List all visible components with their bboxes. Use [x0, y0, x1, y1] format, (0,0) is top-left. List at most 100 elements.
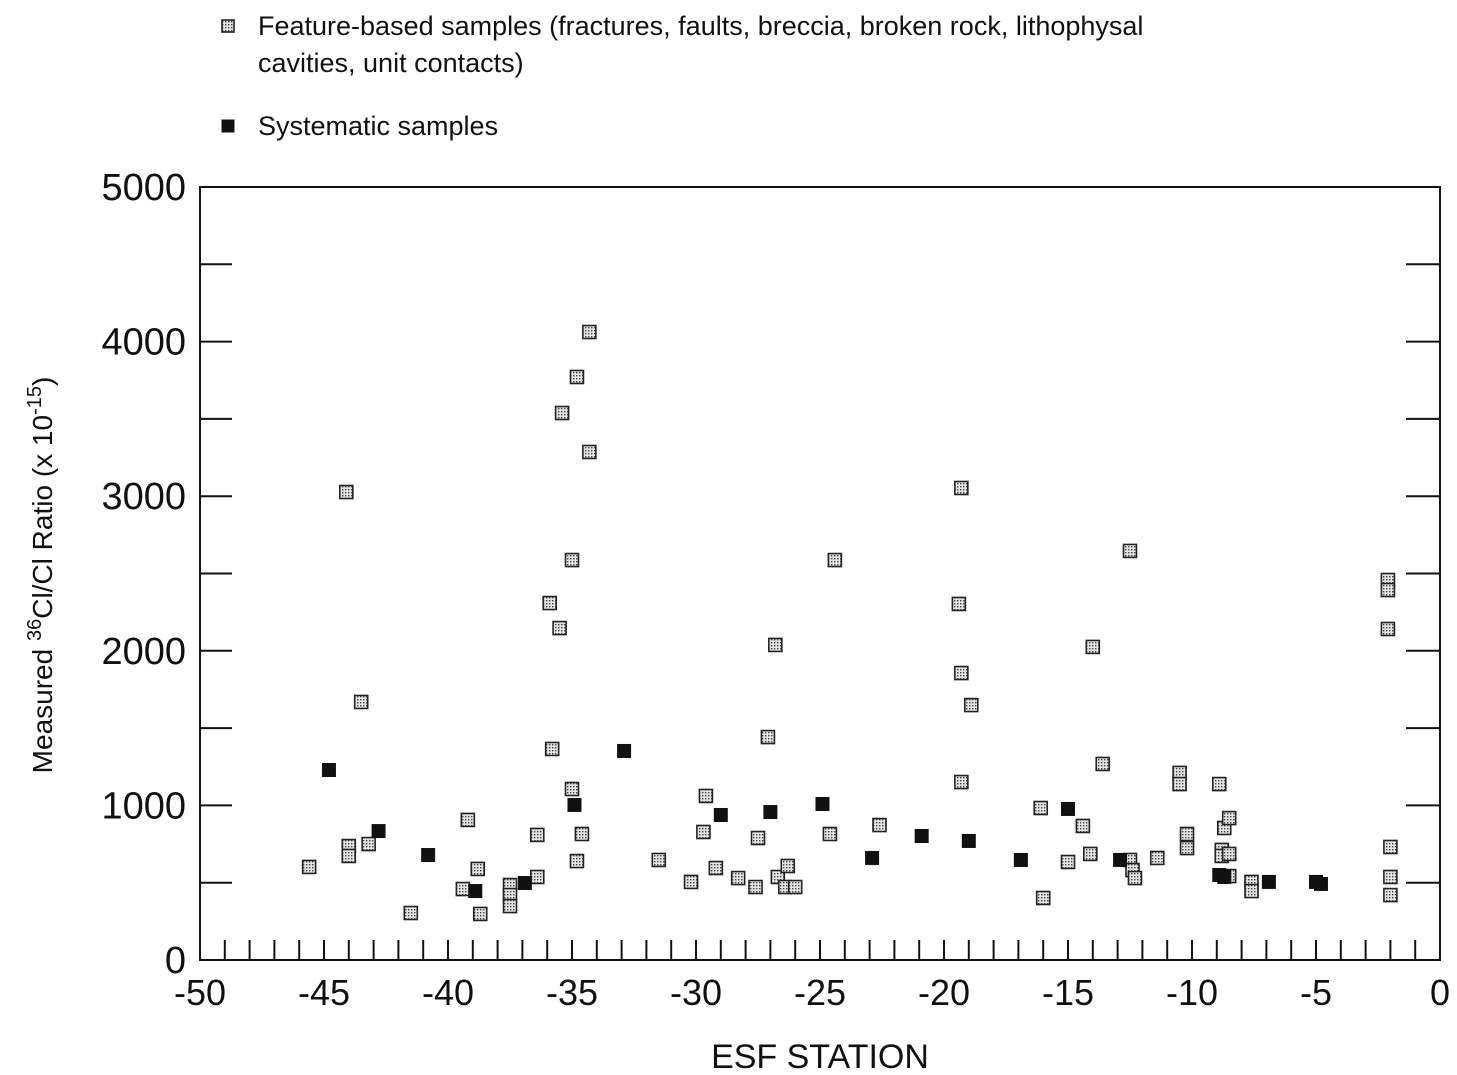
data-point [564, 781, 580, 797]
x-tick-label: -50 [174, 972, 226, 1013]
x-tick-label: -20 [918, 972, 970, 1013]
data-point [750, 830, 766, 846]
data-point [1060, 854, 1076, 870]
x-tick-label: -30 [670, 972, 722, 1013]
data-point [554, 405, 570, 421]
data-point [760, 729, 776, 745]
data-point [1217, 869, 1232, 884]
data-point [1085, 639, 1101, 655]
y-label-part: Measured [27, 641, 58, 773]
data-point [552, 620, 567, 636]
data-point [569, 369, 585, 385]
data-point [544, 741, 560, 757]
data-point [954, 665, 969, 681]
plot-frame [199, 186, 1441, 961]
data-point [361, 836, 376, 852]
data-point [763, 805, 778, 820]
data-point [569, 853, 585, 869]
data-point [353, 694, 369, 710]
data-point [815, 797, 830, 812]
data-point [564, 552, 580, 568]
data-point [1211, 776, 1227, 792]
data-point [529, 869, 545, 885]
x-tick-label: -35 [546, 972, 598, 1013]
data-point [542, 595, 557, 611]
data-point [827, 552, 843, 568]
data-point [1035, 890, 1051, 906]
data-point [460, 812, 476, 828]
data-point [683, 874, 699, 890]
y-label-part: -15 [24, 386, 46, 415]
data-point [1149, 850, 1165, 866]
data-point [617, 743, 632, 758]
data-point [951, 596, 967, 612]
data-point [1383, 887, 1398, 903]
y-tick-label: 4000 [101, 322, 186, 364]
data-point [574, 826, 590, 842]
data-point [1113, 852, 1128, 867]
data-point [1383, 839, 1398, 855]
x-tick-label: -40 [422, 972, 474, 1013]
y-tick-label: 0 [165, 940, 186, 982]
data-point [822, 826, 838, 842]
data-point [529, 827, 545, 843]
y-label-part: 36 [24, 619, 46, 641]
data-point [748, 879, 763, 895]
data-point [1383, 869, 1398, 885]
y-tick-label: 1000 [101, 785, 186, 827]
data-point [341, 848, 357, 864]
data-point [961, 833, 976, 848]
data-point [321, 762, 336, 777]
y-tick-label: 5000 [101, 167, 186, 209]
data-point [1380, 621, 1396, 637]
x-tick-label: -25 [794, 972, 846, 1013]
data-point [1261, 874, 1276, 889]
data-point [301, 859, 317, 875]
data-point [339, 484, 354, 500]
data-point [787, 879, 803, 895]
data-point [914, 829, 929, 844]
data-point [730, 870, 746, 886]
y-label-part: Cl/Cl Ratio (x 10 [27, 415, 58, 619]
data-point [1013, 852, 1028, 867]
data-point [1095, 756, 1111, 772]
legend-label: Feature-based samples (fractures, faults… [258, 11, 1144, 78]
legend-label: Systematic samples [258, 111, 499, 141]
data-point [1075, 818, 1091, 834]
data-point [1127, 870, 1143, 886]
data-point [954, 774, 969, 790]
data-point [768, 637, 783, 653]
data-point [698, 788, 714, 804]
data-point [696, 824, 711, 840]
x-tick-label: 0 [1430, 972, 1450, 1013]
data-point [954, 480, 969, 496]
data-point [651, 852, 667, 868]
data-point [582, 444, 597, 460]
data-point [872, 817, 887, 833]
data-point [1313, 876, 1328, 891]
x-axis-label: ESF STATION [711, 1038, 929, 1075]
x-tick-label: -15 [1042, 972, 1094, 1013]
data-point [780, 858, 796, 874]
data-point [1122, 543, 1138, 559]
data-point [468, 884, 483, 899]
legend-marker [221, 119, 235, 133]
data-point [1033, 800, 1049, 816]
data-point [1221, 846, 1237, 862]
data-point [517, 876, 532, 891]
data-point [1061, 801, 1075, 816]
data-point [455, 881, 471, 897]
data-point [421, 848, 436, 863]
data-point [1380, 582, 1396, 598]
data-point [713, 807, 728, 822]
data-point [1179, 840, 1195, 856]
data-point [567, 797, 582, 812]
data-point [1172, 776, 1187, 792]
data-point [963, 697, 979, 713]
data-point [403, 905, 419, 921]
legend-marker [221, 19, 235, 33]
data-point [371, 824, 386, 839]
data-point [1244, 883, 1259, 899]
